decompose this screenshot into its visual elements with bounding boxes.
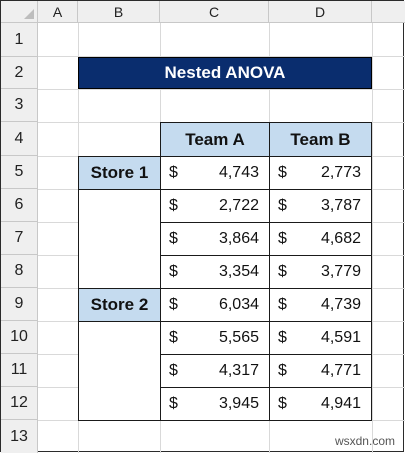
- column-header-c[interactable]: C: [160, 1, 269, 23]
- row-header-13[interactable]: 13: [1, 420, 38, 453]
- value: 3,787: [320, 197, 361, 214]
- store-1-merged-cell[interactable]: [78, 189, 161, 289]
- currency-symbol: $: [169, 263, 178, 280]
- column-header-a[interactable]: A: [38, 1, 78, 23]
- value: 4,317: [218, 362, 259, 379]
- row-header-9[interactable]: 9: [1, 288, 38, 321]
- gridline: [372, 23, 373, 453]
- value: 3,779: [320, 263, 361, 280]
- value-cell[interactable]: $4,317: [160, 354, 270, 388]
- value-cell[interactable]: $4,941: [269, 387, 372, 421]
- value-cell[interactable]: $4,771: [269, 354, 372, 388]
- value-cell[interactable]: $4,743: [160, 156, 270, 190]
- value-cell[interactable]: $4,682: [269, 222, 372, 256]
- header-team-a[interactable]: Team A: [160, 122, 270, 157]
- store-1-label[interactable]: Store 1: [78, 156, 161, 190]
- store-2-merged-cell[interactable]: [78, 321, 161, 421]
- currency-symbol: $: [278, 329, 287, 346]
- row-header-7[interactable]: 7: [1, 222, 38, 255]
- currency-symbol: $: [278, 362, 287, 379]
- watermark: wsxdn.com: [334, 434, 395, 448]
- currency-symbol: $: [169, 395, 178, 412]
- currency-symbol: $: [169, 362, 178, 379]
- value: 3,945: [218, 395, 259, 412]
- currency-symbol: $: [169, 296, 178, 313]
- row-header-1[interactable]: 1: [1, 23, 38, 57]
- value-cell[interactable]: $2,722: [160, 189, 270, 223]
- value-cell[interactable]: $3,787: [269, 189, 372, 223]
- value-cell[interactable]: $6,034: [160, 288, 270, 322]
- gridline: [38, 89, 405, 90]
- value: 2,773: [320, 164, 361, 181]
- value: 4,771: [320, 362, 361, 379]
- table-title[interactable]: Nested ANOVA: [78, 57, 372, 89]
- value: 2,722: [218, 197, 259, 214]
- column-header-d[interactable]: D: [269, 1, 372, 23]
- value: 4,743: [218, 164, 259, 181]
- value-cell[interactable]: $2,773: [269, 156, 372, 190]
- row-header-4[interactable]: 4: [1, 122, 38, 156]
- currency-symbol: $: [169, 329, 178, 346]
- value-cell[interactable]: $3,354: [160, 255, 270, 289]
- value-cell[interactable]: $5,565: [160, 321, 270, 355]
- currency-symbol: $: [278, 395, 287, 412]
- row-header-10[interactable]: 10: [1, 321, 38, 354]
- value-cell[interactable]: $3,864: [160, 222, 270, 256]
- value: 5,565: [218, 329, 259, 346]
- value-cell[interactable]: $4,739: [269, 288, 372, 322]
- currency-symbol: $: [278, 263, 287, 280]
- currency-symbol: $: [169, 197, 178, 214]
- row-header-11[interactable]: 11: [1, 354, 38, 387]
- value: 6,034: [218, 296, 259, 313]
- select-all-corner[interactable]: [1, 1, 38, 23]
- currency-symbol: $: [169, 164, 178, 181]
- value: 4,682: [320, 230, 361, 247]
- row-header-6[interactable]: 6: [1, 189, 38, 222]
- currency-symbol: $: [278, 197, 287, 214]
- store-2-label[interactable]: Store 2: [78, 288, 161, 322]
- currency-symbol: $: [278, 230, 287, 247]
- value: 4,591: [320, 329, 361, 346]
- value-cell[interactable]: $3,945: [160, 387, 270, 421]
- value: 3,864: [218, 230, 259, 247]
- row-header-3[interactable]: 3: [1, 89, 38, 122]
- value: 4,739: [320, 296, 361, 313]
- row-header-5[interactable]: 5: [1, 156, 38, 189]
- gridline: [38, 56, 405, 57]
- currency-symbol: $: [278, 164, 287, 181]
- currency-symbol: $: [278, 296, 287, 313]
- row-header-8[interactable]: 8: [1, 255, 38, 288]
- value-cell[interactable]: $4,591: [269, 321, 372, 355]
- column-header-e[interactable]: [372, 1, 405, 23]
- row-header-12[interactable]: 12: [1, 387, 38, 420]
- currency-symbol: $: [169, 230, 178, 247]
- header-team-b[interactable]: Team B: [269, 122, 372, 157]
- column-header-b[interactable]: B: [78, 1, 160, 23]
- value: 3,354: [218, 263, 259, 280]
- value-cell[interactable]: $3,779: [269, 255, 372, 289]
- row-header-2[interactable]: 2: [1, 57, 38, 89]
- select-all-icon: [24, 9, 34, 19]
- value: 4,941: [320, 395, 361, 412]
